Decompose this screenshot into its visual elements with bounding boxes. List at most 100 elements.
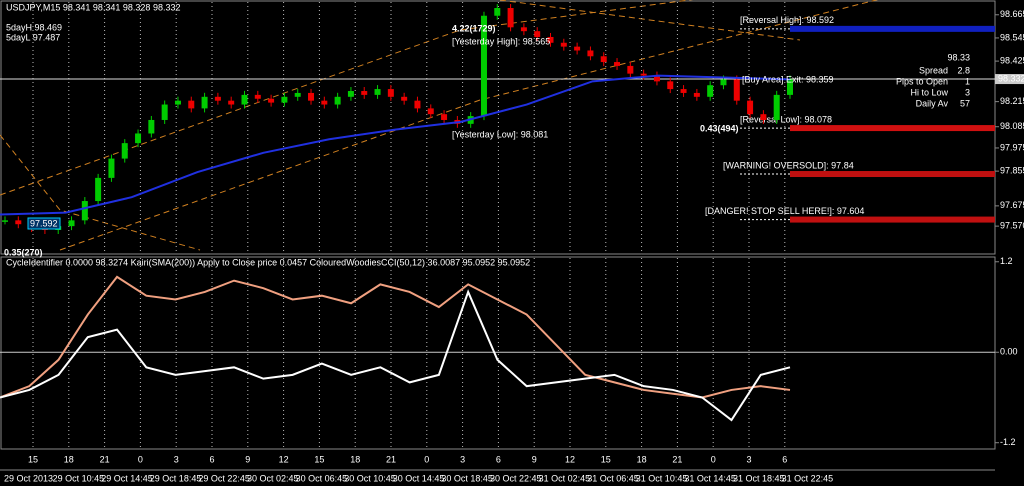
candle — [254, 94, 261, 99]
hour-label: 3 — [460, 454, 465, 464]
hour-label: 0 — [711, 454, 716, 464]
candle — [308, 92, 315, 101]
candle — [427, 108, 434, 115]
candle — [2, 220, 8, 222]
candle — [174, 100, 181, 105]
date-label: 31 Oct 14:45 — [684, 473, 736, 483]
candle — [321, 100, 328, 105]
candle — [361, 91, 368, 95]
info-label: Spread — [919, 65, 948, 75]
swing-label: 0.35(270) — [4, 247, 43, 257]
hour-label: 3 — [174, 454, 179, 464]
level-band — [790, 216, 995, 223]
y-tick-label: 98.665 — [1000, 9, 1024, 19]
candle — [707, 85, 714, 97]
hour-label: 15 — [601, 454, 611, 464]
date-label: 29 Oct 22:45 — [198, 473, 250, 483]
candle — [733, 79, 740, 101]
current-price: 98.332 — [998, 73, 1024, 83]
candle — [387, 89, 394, 97]
info-value: 57 — [960, 98, 970, 108]
candle — [640, 73, 647, 76]
swing-label: 4.22(1729) — [452, 23, 496, 33]
candle — [414, 100, 421, 109]
date-label: 29 Oct 14:45 — [101, 473, 153, 483]
day-high: 5dayH 98.469 — [6, 22, 62, 32]
hour-label: 9 — [532, 454, 537, 464]
y-tick-label: 97.855 — [1000, 165, 1024, 175]
date-label: 31 Oct 22:45 — [782, 473, 834, 483]
y-tick-label: 98.085 — [1000, 121, 1024, 131]
indicator-header: CycleIdentifier 0.0000 98.3274 Kairi(SMA… — [6, 257, 530, 267]
candle — [268, 98, 275, 103]
candle — [667, 81, 674, 90]
candle — [747, 100, 754, 115]
indicator-frame — [0, 256, 996, 450]
channel-line — [0, 134, 201, 251]
candle — [627, 65, 634, 74]
candle — [81, 201, 88, 221]
channel-line — [499, 0, 801, 41]
candle — [294, 92, 301, 97]
candle — [441, 114, 448, 120]
candle — [574, 46, 581, 51]
date-label: 31 Oct 18:45 — [733, 473, 785, 483]
hour-label: 12 — [565, 454, 575, 464]
current-price-box — [995, 74, 1024, 85]
date-label: 30 Oct 18:45 — [441, 473, 493, 483]
y-tick-label: 97.675 — [1000, 200, 1024, 210]
candle — [148, 119, 155, 134]
date-label: 30 Oct 10:45 — [344, 473, 396, 483]
candle — [787, 79, 793, 95]
annotation: [Buy Area] Exit: 98.359 — [742, 74, 834, 84]
candle — [614, 62, 621, 66]
candle — [68, 220, 75, 227]
date-label: 30 Oct 14:45 — [393, 473, 445, 483]
candle — [480, 15, 487, 117]
date-label: 31 Oct 06:45 — [587, 473, 639, 483]
candle — [95, 177, 102, 202]
candle — [534, 31, 541, 37]
candle — [773, 94, 780, 120]
date-label: 31 Oct 10:45 — [636, 473, 688, 483]
hour-label: 0 — [424, 454, 429, 464]
candle — [507, 8, 514, 28]
date-label: 29 Oct 10:45 — [53, 473, 105, 483]
date-label: 30 Oct 06:45 — [296, 473, 348, 483]
candle — [135, 133, 142, 144]
info-value: 1 — [965, 76, 970, 86]
kairi-line — [0, 275, 791, 399]
y-tick-label: 98.215 — [1000, 96, 1024, 106]
hour-label: 21 — [672, 454, 682, 464]
candle — [587, 50, 594, 57]
candle — [760, 114, 767, 120]
y-tick-label: 97.975 — [1000, 142, 1024, 152]
candle — [547, 36, 554, 43]
y-tick-label: -1.2 — [1000, 437, 1016, 447]
candle — [494, 8, 501, 16]
date-label: 30 Oct 02:45 — [247, 473, 299, 483]
candle — [214, 96, 221, 101]
candle — [281, 96, 288, 103]
candle — [693, 92, 700, 97]
hour-label: 9 — [245, 454, 250, 464]
candle — [228, 100, 235, 105]
info-value: 3 — [965, 87, 970, 97]
hour-label: 21 — [100, 454, 110, 464]
annotation: [Yesterday Low]: 98.081 — [452, 129, 548, 139]
hour-label: 12 — [279, 454, 289, 464]
level-band — [790, 125, 995, 132]
y-tick-label: 98.425 — [1000, 55, 1024, 65]
y-tick-label: 97.570 — [1000, 221, 1024, 231]
hour-label: 18 — [350, 454, 360, 464]
date-label: 29 Oct 2013 — [4, 473, 53, 483]
candle — [201, 96, 208, 109]
date-label: 29 Oct 18:45 — [150, 473, 202, 483]
hour-label: 15 — [314, 454, 324, 464]
level-band — [790, 25, 995, 32]
date-label: 30 Oct 22:45 — [490, 473, 542, 483]
candle — [560, 42, 567, 47]
info-label: Pips to Open — [896, 76, 948, 86]
symbol-header: USDJPY,M15 98.341 98.341 98.328 98.332 — [6, 2, 180, 12]
